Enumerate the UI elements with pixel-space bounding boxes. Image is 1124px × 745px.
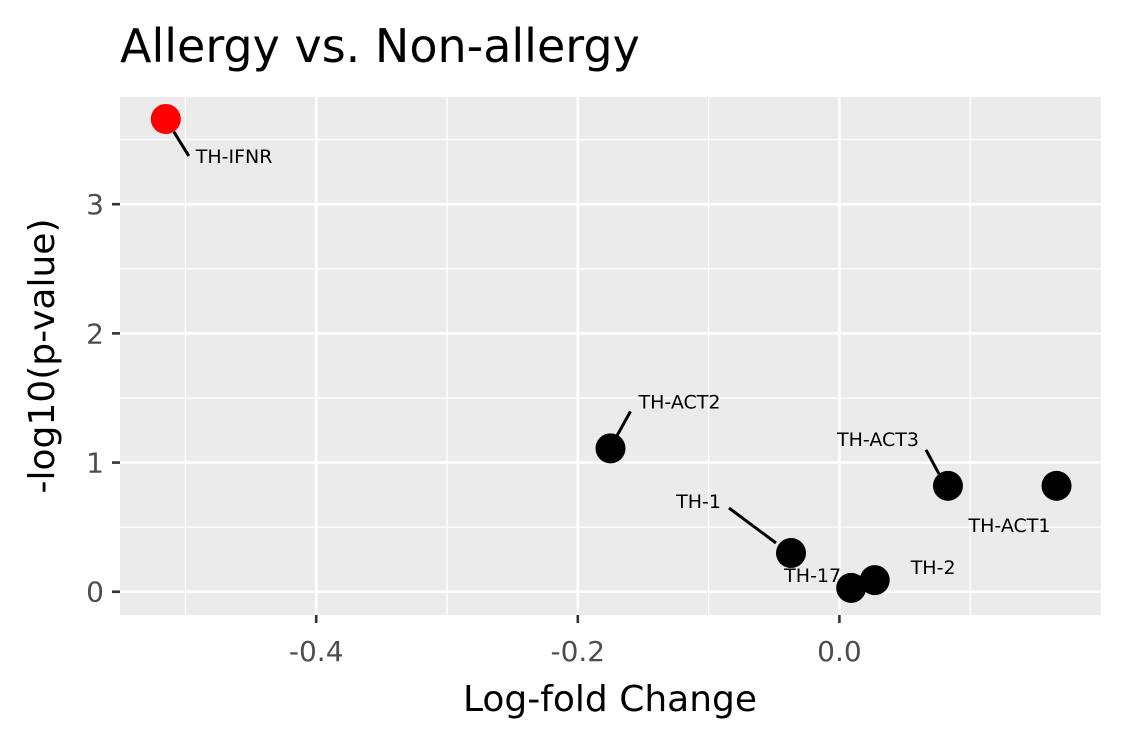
x-tick-label: -0.2: [550, 635, 605, 668]
plot-panel: [120, 97, 1101, 615]
y-tick-label: 3: [86, 188, 104, 221]
y-axis-title: -log10(p-value): [22, 219, 63, 494]
data-point: [150, 103, 181, 134]
point-label: TH-ACT1: [968, 515, 1051, 537]
y-tick-label: 1: [86, 447, 104, 480]
x-tick-label: -0.4: [289, 635, 344, 668]
chart-title: Allergy vs. Non-allergy: [120, 19, 640, 73]
data-point: [836, 572, 867, 603]
data-point: [859, 565, 890, 596]
axis-ticks: [112, 202, 841, 623]
leader-line: [924, 449, 941, 475]
data-point: [776, 537, 807, 568]
point-label: TH-ACT3: [836, 429, 919, 451]
axis-tick-labels: -0.4 -0.2 0.0 0 1 2 3: [86, 188, 861, 668]
point-label: TH-1: [675, 491, 721, 513]
grid-minor: [120, 97, 1101, 615]
data-point: [932, 470, 963, 501]
point-label: TH-IFNR: [195, 146, 273, 168]
leader-line: [728, 506, 777, 545]
data-point: [595, 433, 626, 464]
data-point: [1041, 470, 1072, 501]
point-label: TH-2: [910, 557, 956, 579]
x-tick-label: 0.0: [817, 635, 862, 668]
leader-line: [614, 410, 632, 440]
data-points: [150, 103, 1072, 603]
point-label: TH-ACT2: [638, 391, 721, 413]
x-axis-title: Log-fold Change: [463, 679, 757, 720]
point-label: TH-17: [783, 565, 841, 587]
point-labels: TH-IFNR TH-ACT2 TH-ACT3 TH-ACT1 TH-1 TH-17 TH-…: [195, 146, 1051, 587]
y-tick-label: 2: [86, 317, 104, 350]
y-tick-label: 0: [86, 576, 104, 609]
